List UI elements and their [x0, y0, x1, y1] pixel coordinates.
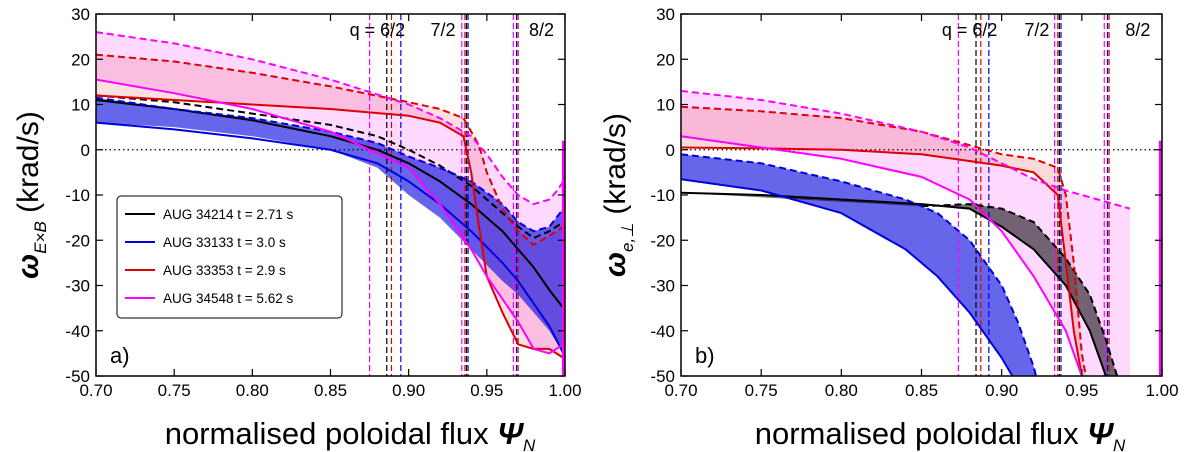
plot-area — [96, 14, 565, 376]
x-tick-label: 0.80 — [825, 381, 858, 400]
x-tick-label: 0.95 — [470, 381, 503, 400]
series-line — [681, 135, 1083, 376]
y-tick-label: -40 — [65, 322, 90, 341]
y-axis-label-symbol: ω — [12, 254, 45, 279]
y-tick-label: 20 — [71, 50, 90, 69]
legend-label: AUG 33353 t = 2.9 s — [163, 263, 286, 278]
series-line — [96, 78, 564, 355]
x-axis-label: normalised poloidal flux ΨN — [165, 416, 536, 452]
series-line — [96, 99, 565, 309]
x-axis-label-sub: N — [523, 436, 536, 452]
q-label: 7/2 — [431, 20, 456, 40]
x-axis-label-sub: N — [1113, 436, 1126, 452]
y-tick-label: 0 — [81, 141, 90, 160]
y-tick-label: -10 — [650, 186, 675, 205]
y-tick-label: 0 — [666, 141, 675, 160]
panel-b: 0.70 0.75 0.80 0.85 0.90 0.95 1.00 -50 -40 -30 -20… — [599, 5, 1179, 452]
series-line — [681, 146, 1083, 376]
y-tick-label: -50 — [65, 367, 90, 386]
x-tick-label: 0.80 — [236, 381, 269, 400]
x-tick-label: 0.75 — [745, 381, 778, 400]
x-axis-label: normalised poloidal flux ΨN — [755, 416, 1126, 452]
y-tick-label: -30 — [650, 277, 675, 296]
x-axis-label-symbol: Ψ — [497, 416, 524, 451]
x-tick-label: 0.90 — [985, 381, 1018, 400]
y-axis-label: ωe,⊥ (krad/s) — [599, 113, 637, 277]
y-tick-label: -20 — [650, 231, 675, 250]
plot-area — [681, 14, 1162, 376]
y-axis-label: ωE×B (krad/s) — [12, 111, 50, 279]
x-tick-label: 0.95 — [1065, 381, 1098, 400]
series-line — [681, 191, 1107, 376]
x-tick-label: 0.90 — [392, 381, 425, 400]
legend-box — [116, 195, 343, 319]
y-tick-label: -40 — [650, 322, 675, 341]
q-label: q = 6/2 — [350, 20, 406, 40]
uncertainty-band — [96, 54, 564, 358]
series-line-dashed — [96, 31, 565, 206]
series-line-dashed — [96, 94, 564, 239]
series-line-dashed — [96, 53, 564, 246]
y-tick-label: -10 — [65, 186, 90, 205]
series-line-dashed — [681, 89, 1131, 210]
uncertainty-band — [681, 106, 1086, 376]
y-axis-label-unit: (krad/s) — [12, 111, 45, 221]
x-axis-label-text: normalised poloidal flux — [165, 416, 498, 451]
x-tick-label: 1.00 — [548, 381, 581, 400]
series-line-dashed — [681, 105, 1087, 376]
y-tick-label: -20 — [65, 231, 90, 250]
y-tick-label: 10 — [71, 96, 90, 115]
y-axis-label-sub: e,⊥ — [618, 223, 637, 252]
y-tick-label: -50 — [650, 367, 675, 386]
legend-label: AUG 34548 t = 5.62 s — [163, 291, 293, 306]
series-line-dashed — [96, 96, 565, 233]
y-axis-label-symbol: ω — [599, 252, 632, 277]
x-tick-label: 0.75 — [158, 381, 191, 400]
x-tick-label: 1.00 — [1145, 381, 1178, 400]
panel-a: 0.70 0.75 0.80 0.85 0.90 0.95 1.00 -50 -40 -30 -20… — [12, 5, 582, 452]
q-label: 8/2 — [1125, 20, 1150, 40]
q-label: q = 6/2 — [942, 20, 998, 40]
x-axis-label-text: normalised poloidal flux — [755, 416, 1088, 451]
y-tick-label: -30 — [65, 277, 90, 296]
y-tick-label: 30 — [71, 5, 90, 24]
uncertainty-band — [681, 154, 1037, 376]
x-axis-label-symbol: Ψ — [1087, 416, 1114, 451]
series-line-dashed — [921, 203, 1119, 376]
series-line — [96, 94, 564, 359]
q-label: 7/2 — [1024, 20, 1049, 40]
panel-label: b) — [695, 343, 715, 368]
x-tick-label: 0.70 — [664, 381, 697, 400]
q-label: 8/2 — [529, 20, 554, 40]
y-axis-label-sub: E×B — [31, 221, 50, 254]
panel-label: a) — [110, 343, 130, 368]
legend-label: AUG 34214 t = 2.71 s — [163, 207, 293, 222]
legend-label: AUG 33133 t = 3.0 s — [163, 235, 286, 250]
y-axis-label-unit: (krad/s) — [599, 113, 632, 223]
x-tick-label: 0.85 — [314, 381, 347, 400]
x-tick-label: 0.70 — [79, 381, 112, 400]
x-tick-label: 0.85 — [905, 381, 938, 400]
y-tick-label: 10 — [656, 96, 675, 115]
y-tick-label: 30 — [656, 5, 675, 24]
series-line-dashed — [681, 153, 1038, 376]
y-tick-label: 20 — [656, 50, 675, 69]
